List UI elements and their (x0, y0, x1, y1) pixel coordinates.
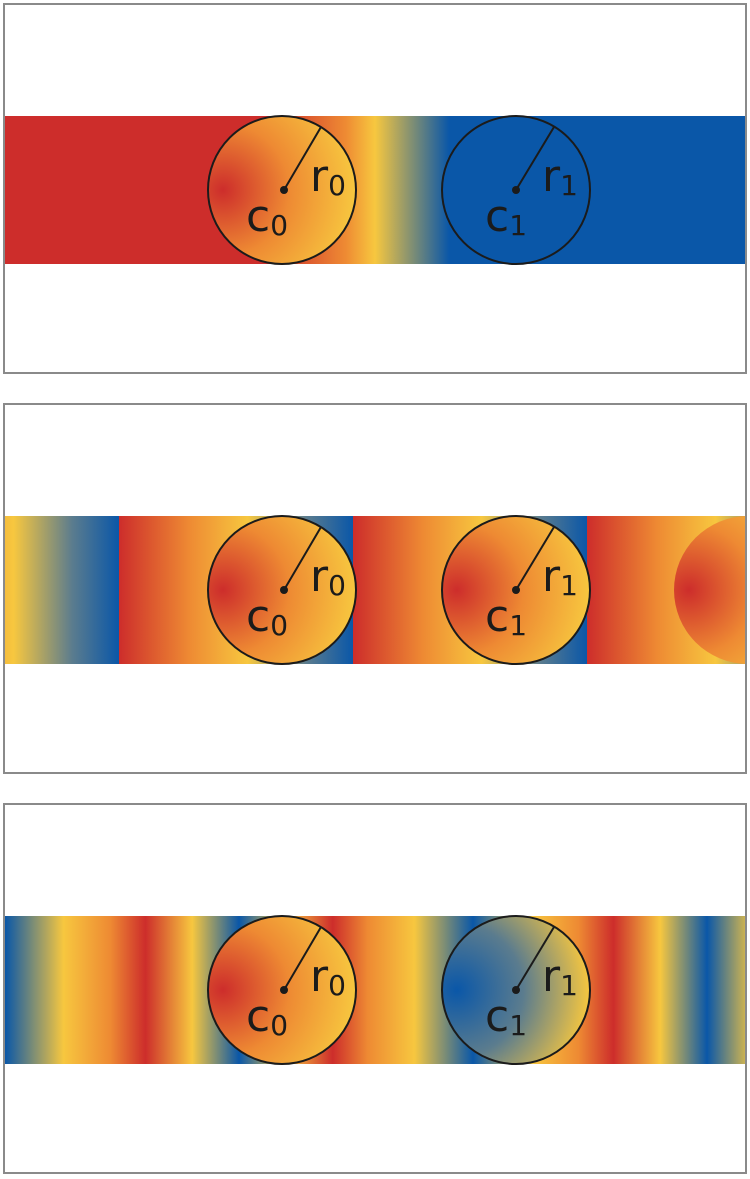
radius-label-start: r0 (310, 151, 346, 202)
center-dot-start (280, 586, 288, 594)
radius-label-start: r0 (310, 951, 346, 1002)
center-dot-start (280, 986, 288, 994)
center-label-start: c0 (246, 191, 288, 242)
center-dot-end (512, 986, 520, 994)
edge-circle-right (674, 516, 745, 664)
radius-label-end: r1 (542, 951, 578, 1002)
center-dot-start (280, 186, 288, 194)
radius-line-start (283, 526, 322, 591)
center-label-start: c0 (246, 591, 288, 642)
center-dot-end (512, 586, 520, 594)
panel-pad-drawing: c0 r0 c1 r1 (5, 115, 745, 265)
radius-label-end: r1 (542, 151, 578, 202)
center-label-end: c1 (485, 991, 527, 1042)
panel-reflect-drawing: c0 r0 c1 r1 (5, 915, 745, 1065)
radius-label-start: r0 (310, 551, 346, 602)
radius-line-end (515, 526, 555, 591)
radius-line-start (283, 926, 322, 991)
center-label-end: c1 (485, 591, 527, 642)
gradient-band (5, 116, 745, 264)
panel-repeat-drawing: c0 r0 c1 r1 (5, 515, 745, 665)
center-label-start: c0 (246, 991, 288, 1042)
gradient-panel-pad: c0 r0 c1 r1 (3, 3, 747, 374)
radius-line-start (283, 126, 322, 191)
gradient-panel-repeat: c0 r0 c1 r1 (3, 403, 747, 774)
radius-line-end (515, 926, 555, 991)
center-dot-end (512, 186, 520, 194)
gradient-band (5, 516, 745, 664)
center-label-end: c1 (485, 191, 527, 242)
gradient-band (5, 916, 745, 1064)
gradient-panel-reflect: c0 r0 c1 r1 (3, 803, 747, 1174)
radius-line-end (515, 126, 555, 191)
radius-label-end: r1 (542, 551, 578, 602)
